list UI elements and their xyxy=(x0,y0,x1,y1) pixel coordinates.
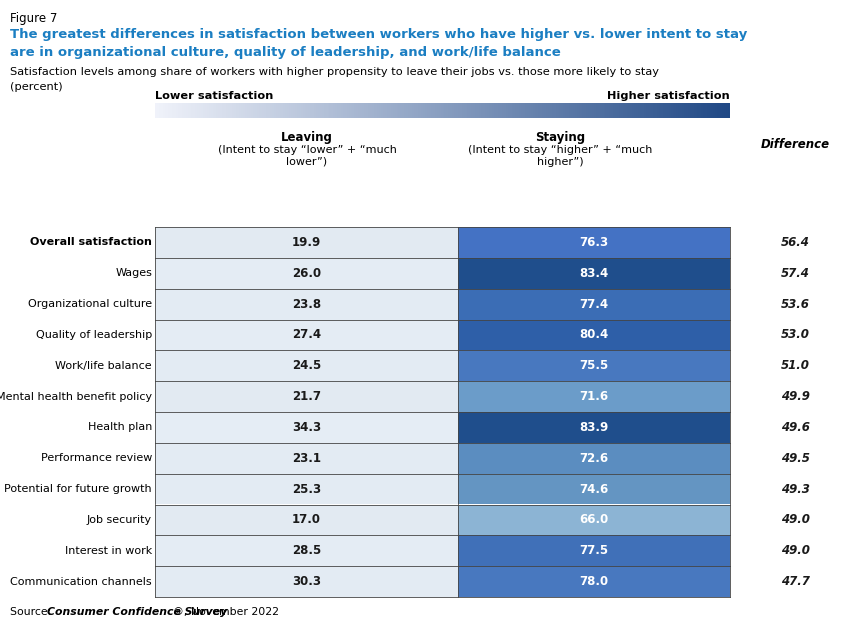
Text: Lower satisfaction: Lower satisfaction xyxy=(155,91,273,101)
Text: 77.4: 77.4 xyxy=(580,298,608,311)
Text: 74.6: 74.6 xyxy=(579,482,609,495)
Text: Work/life balance: Work/life balance xyxy=(55,361,152,371)
Text: 83.9: 83.9 xyxy=(579,421,609,434)
Text: 19.9: 19.9 xyxy=(292,236,321,249)
Text: 34.3: 34.3 xyxy=(292,421,321,434)
Text: 30.3: 30.3 xyxy=(292,575,321,588)
Text: 78.0: 78.0 xyxy=(580,575,608,588)
Text: Consumer Confidence Survey: Consumer Confidence Survey xyxy=(47,607,228,617)
Text: Job security: Job security xyxy=(87,515,152,525)
Text: 23.8: 23.8 xyxy=(292,298,321,311)
Text: are in organizational culture, quality of leadership, and work/life balance: are in organizational culture, quality o… xyxy=(10,46,561,59)
Text: Potential for future growth: Potential for future growth xyxy=(4,484,152,494)
Text: 77.5: 77.5 xyxy=(580,544,608,557)
Text: The greatest differences in satisfaction between workers who have higher vs. low: The greatest differences in satisfaction… xyxy=(10,28,747,41)
Text: Figure 7: Figure 7 xyxy=(10,12,58,25)
Text: Mental health benefit policy: Mental health benefit policy xyxy=(0,392,152,402)
Text: 57.4: 57.4 xyxy=(781,266,809,280)
Text: Staying: Staying xyxy=(535,131,585,144)
Text: 75.5: 75.5 xyxy=(579,359,609,373)
Text: Satisfaction levels among share of workers with higher propensity to leave their: Satisfaction levels among share of worke… xyxy=(10,67,659,77)
Text: (percent): (percent) xyxy=(10,82,63,92)
Text: Leaving: Leaving xyxy=(281,131,333,144)
Text: 76.3: 76.3 xyxy=(580,236,608,249)
Text: Performance review: Performance review xyxy=(40,453,152,463)
Text: 71.6: 71.6 xyxy=(580,390,608,403)
Text: 21.7: 21.7 xyxy=(292,390,321,403)
Text: Higher satisfaction: Higher satisfaction xyxy=(607,91,730,101)
Text: 72.6: 72.6 xyxy=(580,452,608,465)
Text: 24.5: 24.5 xyxy=(292,359,321,373)
Text: 47.7: 47.7 xyxy=(781,575,809,588)
Text: 49.5: 49.5 xyxy=(781,452,809,465)
Text: 28.5: 28.5 xyxy=(292,544,321,557)
Text: 49.6: 49.6 xyxy=(781,421,809,434)
Text: 83.4: 83.4 xyxy=(579,266,609,280)
Text: 17.0: 17.0 xyxy=(292,514,321,527)
Text: Organizational culture: Organizational culture xyxy=(27,299,152,309)
Text: 23.1: 23.1 xyxy=(292,452,321,465)
Text: 25.3: 25.3 xyxy=(292,482,321,495)
Text: Quality of leadership: Quality of leadership xyxy=(36,330,152,340)
Text: Difference: Difference xyxy=(760,138,830,151)
Text: 66.0: 66.0 xyxy=(579,514,609,527)
Text: (Intent to stay “lower” + “much
lower”): (Intent to stay “lower” + “much lower”) xyxy=(217,145,397,167)
Text: Interest in work: Interest in work xyxy=(64,546,152,556)
Text: Wages: Wages xyxy=(115,268,152,278)
Text: 53.0: 53.0 xyxy=(781,328,809,341)
Text: Overall satisfaction: Overall satisfaction xyxy=(30,237,152,248)
Text: 56.4: 56.4 xyxy=(781,236,809,249)
Text: 26.0: 26.0 xyxy=(292,266,321,280)
Text: 53.6: 53.6 xyxy=(781,298,809,311)
Text: ®, November 2022: ®, November 2022 xyxy=(173,607,279,617)
Text: Health plan: Health plan xyxy=(88,422,152,432)
Text: 80.4: 80.4 xyxy=(579,328,609,341)
Text: 27.4: 27.4 xyxy=(292,328,321,341)
Text: Communication channels: Communication channels xyxy=(10,577,152,587)
Text: Source:: Source: xyxy=(10,607,55,617)
Text: 49.0: 49.0 xyxy=(781,514,809,527)
Text: 49.0: 49.0 xyxy=(781,544,809,557)
Text: (Intent to stay “higher” + “much
higher”): (Intent to stay “higher” + “much higher”… xyxy=(468,145,652,167)
Text: 51.0: 51.0 xyxy=(781,359,809,373)
Text: 49.3: 49.3 xyxy=(781,482,809,495)
Text: 49.9: 49.9 xyxy=(781,390,809,403)
